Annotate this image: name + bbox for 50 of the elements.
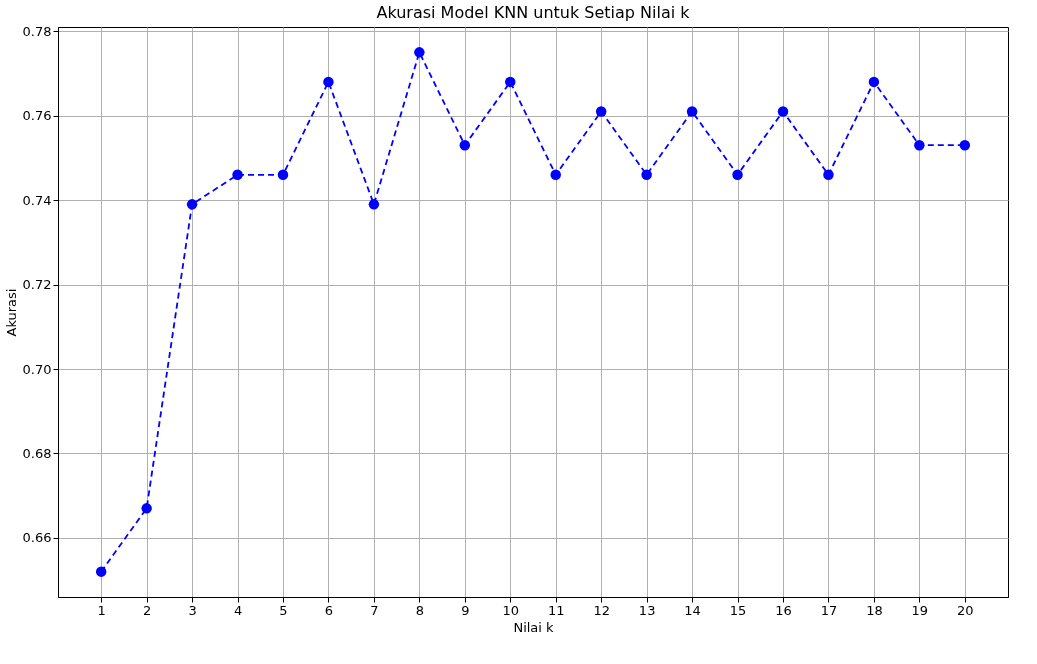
x-axis-title: Nilai k [513, 619, 555, 635]
y-axis-title: Akurasi [3, 288, 19, 337]
point [777, 106, 789, 117]
y-tick-label: 0.70 [22, 361, 52, 377]
point [550, 169, 561, 181]
x-tick-label: 10 [502, 602, 520, 618]
y-tick-label: 0.72 [22, 277, 52, 293]
y-tick-label: 0.76 [22, 108, 52, 124]
point [732, 169, 743, 181]
chart-title: Akurasi Model KNN untuk Setiap Nilai k [376, 3, 691, 23]
point [686, 106, 698, 117]
x-tick-label: 20 [957, 602, 974, 618]
point [823, 169, 834, 181]
x-tick-label: 18 [866, 602, 883, 618]
x-tick-label: 4 [233, 602, 243, 618]
x-tick-label: 13 [638, 602, 656, 618]
x-tick-label: 8 [415, 602, 424, 618]
point [595, 106, 607, 117]
x-tick-label: 7 [370, 602, 379, 618]
x-tick-label: 6 [324, 602, 334, 618]
x-tick-label: 11 [547, 602, 565, 618]
y-tick-label: 0.74 [22, 192, 52, 208]
point [505, 76, 516, 88]
point [414, 47, 425, 58]
y-tick-label: 0.66 [22, 530, 52, 546]
x-tick-label: 9 [461, 602, 470, 618]
point [141, 503, 152, 514]
point [232, 169, 243, 181]
x-tick-label: 17 [820, 602, 838, 618]
point [868, 76, 880, 88]
point [641, 169, 652, 181]
point [277, 169, 289, 181]
point [459, 139, 471, 151]
x-tick-label: 15 [729, 602, 747, 618]
x-tick-label: 14 [684, 602, 701, 618]
x-tick-label: 3 [188, 602, 197, 618]
point [323, 76, 334, 88]
x-tick-label: 1 [97, 602, 106, 618]
point [914, 139, 925, 151]
point [959, 139, 971, 151]
point [186, 199, 198, 210]
x-tick-label: 16 [775, 602, 792, 618]
y-tick-label: 0.78 [22, 23, 52, 39]
x-tick-label: 5 [279, 602, 288, 618]
y-tick-label: 0.68 [22, 445, 52, 461]
point [95, 566, 107, 577]
x-tick-label: 19 [911, 602, 929, 618]
x-tick-label: 12 [593, 602, 610, 618]
x-tick-label: 2 [143, 602, 152, 618]
point [368, 199, 380, 210]
